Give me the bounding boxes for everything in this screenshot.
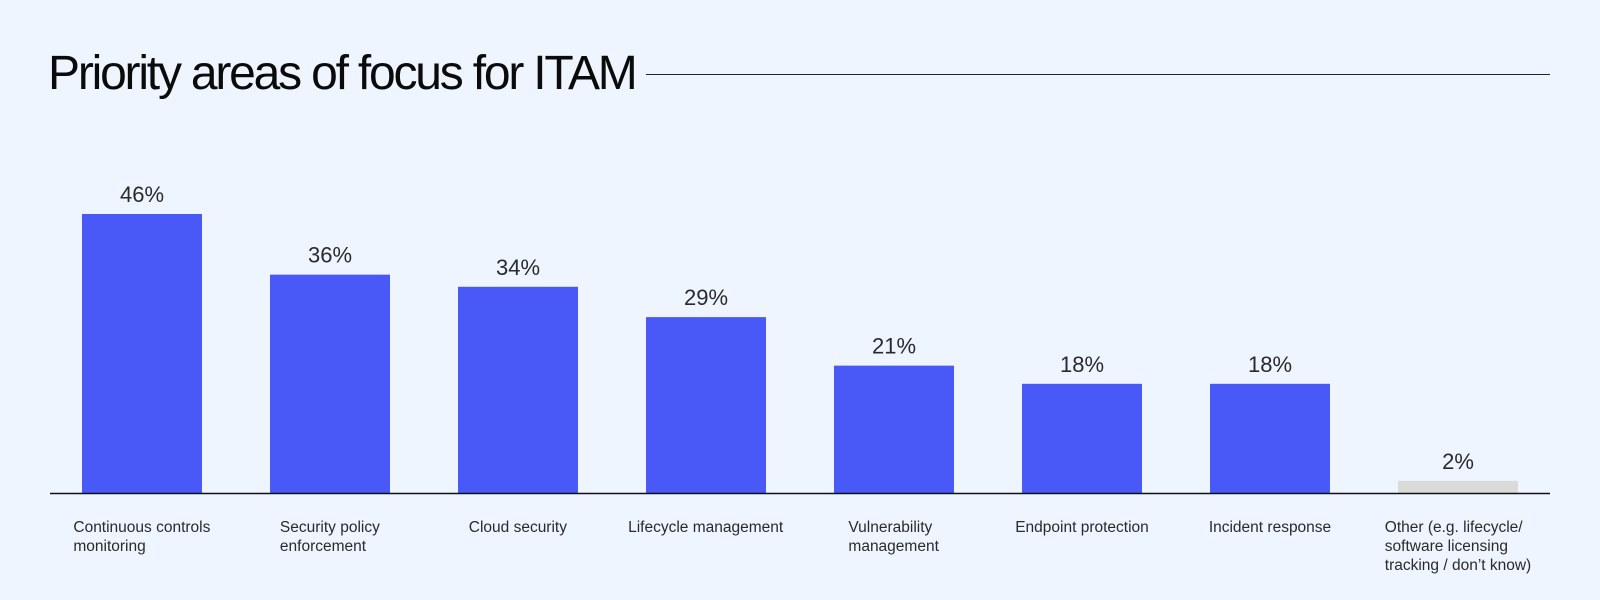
- category-label-8: Other (e.g. lifecycle/software licensing…: [1385, 519, 1531, 574]
- value-label-6: 18%: [1060, 352, 1104, 377]
- bar-4: [646, 317, 766, 493]
- bar-1: [82, 214, 202, 493]
- bar-8: [1398, 480, 1518, 493]
- value-label-8: 2%: [1442, 449, 1474, 474]
- bars-group: [82, 214, 1518, 493]
- category-label-3: Cloud security: [469, 519, 567, 536]
- bar-5: [834, 365, 954, 493]
- category-label-5: Vulnerability management: [848, 519, 939, 555]
- value-label-7: 18%: [1248, 352, 1292, 377]
- page-title: Priority areas of focus for ITAM: [48, 47, 638, 100]
- category-label-4: Lifecycle management: [628, 519, 784, 536]
- bar-6: [1022, 383, 1142, 493]
- category-label-2: Security policy enforcement: [280, 519, 380, 555]
- value-label-5: 21%: [872, 334, 916, 359]
- value-label-4: 29%: [684, 285, 728, 310]
- bar-7: [1210, 383, 1330, 493]
- category-label-7: Incident response: [1209, 519, 1331, 536]
- value-label-3: 34%: [496, 255, 540, 280]
- category-label-1: Continuous controls monitoring: [73, 519, 210, 555]
- category-label-6: Endpoint protection: [1015, 519, 1149, 536]
- title-divider: [646, 74, 1550, 75]
- bar-2: [270, 274, 390, 493]
- category-labels-group: Continuous controls monitoring Security po…: [73, 519, 1531, 574]
- bar-3: [458, 286, 578, 493]
- value-labels-group: 46% 36% 34% 29% 21% 18% 18% 2%: [120, 182, 1474, 474]
- value-label-2: 36%: [308, 243, 352, 268]
- value-label-1: 46%: [120, 182, 164, 207]
